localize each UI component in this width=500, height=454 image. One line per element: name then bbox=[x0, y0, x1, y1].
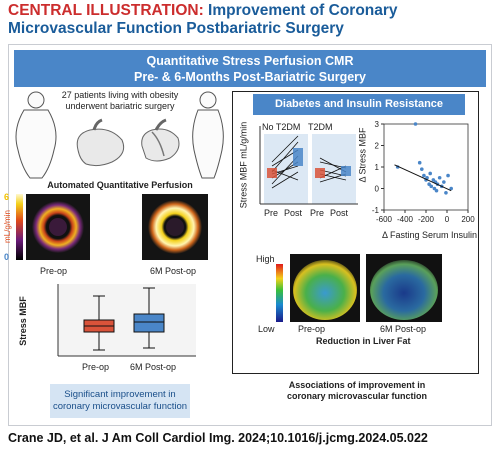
associations-text: Associations of improvement in coronary … bbox=[262, 380, 452, 402]
scatter-ytick-label: 3 bbox=[375, 120, 380, 129]
paired-post-1: Post bbox=[284, 208, 303, 218]
insulin-scatter-plot: 3 2 1 0 -1-600 -400 -200 0 200 bbox=[372, 120, 475, 224]
fat-pre-label: Pre-op bbox=[298, 324, 326, 334]
scatter-point bbox=[442, 180, 446, 184]
scatter-point bbox=[428, 171, 432, 176]
fat-scale-low: Low bbox=[258, 324, 275, 334]
scatter-xlabel: Δ Fasting Serum Insulin bbox=[382, 230, 478, 240]
scatter-xtick-label: 200 bbox=[461, 215, 475, 224]
scatter-trend-line bbox=[394, 164, 452, 192]
perfusion-colorbar bbox=[16, 194, 23, 260]
scatter-point bbox=[434, 188, 439, 193]
scatter-point bbox=[444, 191, 448, 195]
diabetes-panel bbox=[232, 91, 479, 374]
stomach-icon bbox=[76, 118, 125, 167]
fat-post-label: 6M Post-op bbox=[380, 324, 427, 334]
fat-scale-high: High bbox=[256, 254, 275, 264]
significant-line1: Significant improvement in bbox=[64, 389, 176, 400]
scatter-ytick-label: 0 bbox=[375, 185, 380, 194]
citation: Crane JD, et al. J Am Coll Cardiol Img. … bbox=[8, 431, 428, 445]
perfusion-post-label: 6M Post-op bbox=[150, 266, 197, 276]
patients-line1: 27 patients living with obesity bbox=[61, 90, 179, 100]
group-t2dm: T2DM bbox=[308, 122, 333, 132]
scatter-ytick-label: 2 bbox=[375, 142, 380, 151]
fat-caption: Reduction in Liver Fat bbox=[316, 336, 411, 346]
paired-ylabel: Stress MBF mL/g/min bbox=[238, 121, 249, 209]
banner-line1: Quantitative Stress Perfusion CMR bbox=[146, 54, 354, 68]
perfusion-maps bbox=[16, 194, 208, 260]
perfusion-heading: Automated Quantitative Perfusion bbox=[47, 180, 193, 190]
perfusion-pre-label: Pre-op bbox=[40, 266, 68, 276]
boxplot-pre-label: Pre-op bbox=[82, 362, 110, 372]
title-rest: Improvement of Coronary Microvascular Fu… bbox=[8, 2, 398, 37]
title-lead: CENTRAL ILLUSTRATION: bbox=[8, 2, 204, 19]
post-op-box bbox=[133, 287, 165, 349]
scatter-point bbox=[422, 173, 426, 178]
significant-line2: coronary microvascular function bbox=[52, 401, 188, 412]
figure-frame bbox=[8, 44, 492, 426]
group-no-t2dm: No T2DM bbox=[262, 122, 301, 132]
perfusion-scale-top: 6 bbox=[4, 192, 10, 202]
significant-box: Significant improvement in coronary micr… bbox=[50, 384, 190, 418]
boxplot-post-label: 6M Post-op bbox=[130, 362, 177, 372]
scatter-point bbox=[449, 186, 453, 191]
patients-line2: underwent bariatric surgery bbox=[65, 101, 175, 111]
scatter-point bbox=[446, 173, 450, 178]
scatter-xtick-label: -400 bbox=[397, 215, 414, 224]
scatter-point bbox=[429, 184, 434, 189]
perfusion-scale-bottom: 0 bbox=[4, 252, 10, 262]
scatter-point bbox=[420, 167, 424, 171]
associations-line2: coronary microvascular function bbox=[286, 391, 428, 401]
scatter-point bbox=[413, 122, 418, 126]
scatter-xtick-label: 0 bbox=[445, 215, 450, 224]
scatter-xtick-label: -600 bbox=[376, 215, 393, 224]
patient-illustration bbox=[15, 91, 224, 179]
scatter-point bbox=[417, 160, 422, 165]
page-title: CENTRAL ILLUSTRATION: Improvement of Cor… bbox=[8, 2, 498, 38]
scatter-xtick-label: -200 bbox=[418, 215, 435, 224]
paired-post-2: Post bbox=[330, 208, 349, 218]
paired-pre-2: Pre bbox=[310, 208, 325, 218]
pre-op-box bbox=[83, 295, 115, 351]
paired-pre-1: Pre bbox=[264, 208, 279, 218]
scatter-point bbox=[437, 175, 442, 180]
obese-body-icon bbox=[15, 91, 57, 179]
stress-mbf-boxplot bbox=[57, 284, 196, 357]
associations-line1: Associations of improvement in bbox=[288, 380, 426, 390]
perfusion-scale-unit: mL/g/min bbox=[2, 210, 12, 243]
boxplot-ylabel: Stress MBF bbox=[17, 296, 28, 346]
sleeve-stomach-icon bbox=[141, 118, 180, 162]
banner-line2: Pre- & 6-Months Post-Bariatric Surgery bbox=[134, 70, 366, 84]
scatter-ytick-label: -1 bbox=[372, 206, 380, 215]
scatter-ytick-label: 1 bbox=[375, 163, 380, 172]
scatter-point bbox=[425, 175, 429, 180]
scatter-ylabel: Δ Stress MBF bbox=[357, 127, 368, 183]
paired-mbf-plot bbox=[259, 126, 358, 205]
diabetes-heading: Diabetes and Insulin Resistance bbox=[253, 94, 465, 115]
slim-body-icon bbox=[192, 91, 224, 179]
fat-colorbar bbox=[276, 264, 283, 322]
patients-text: 27 patients living with obesity underwen… bbox=[50, 90, 190, 112]
liver-fat-maps bbox=[276, 254, 442, 322]
method-banner: Quantitative Stress Perfusion CMR Pre- &… bbox=[14, 50, 486, 87]
